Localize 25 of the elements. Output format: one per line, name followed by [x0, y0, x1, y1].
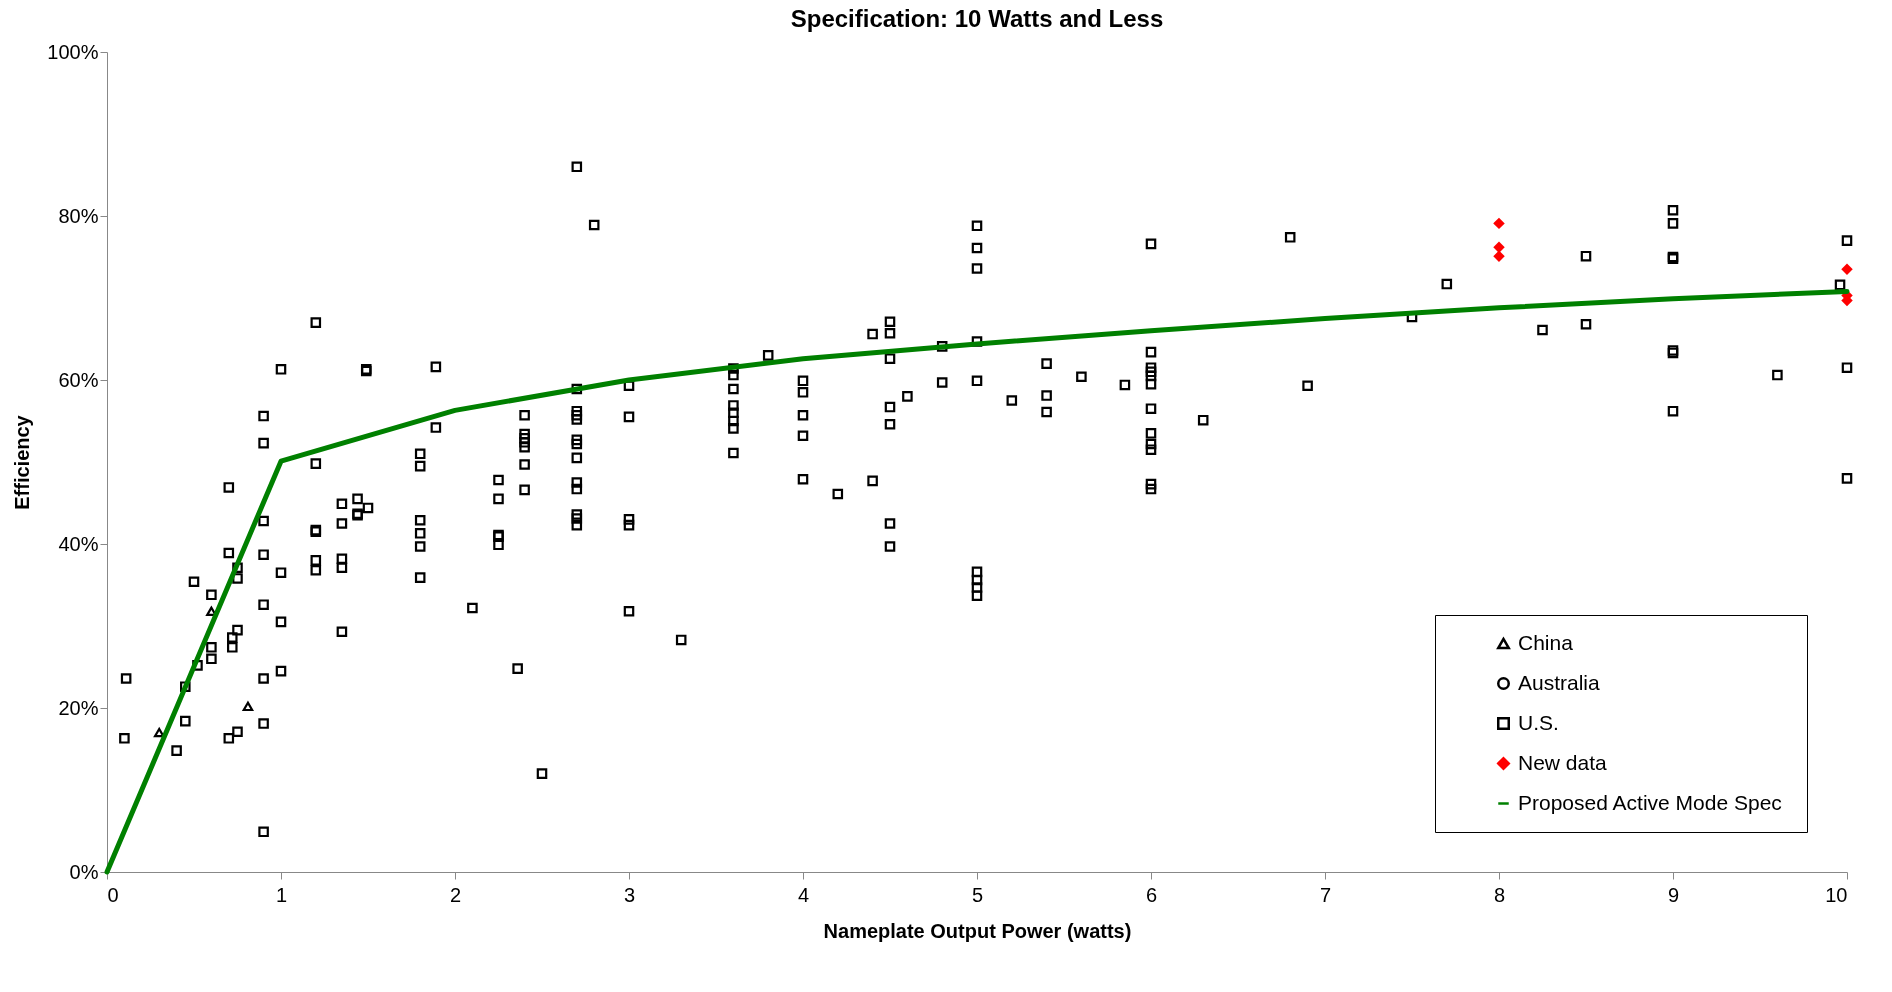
y-axis-title: Efficiency [11, 414, 34, 510]
legend-label: New data [1518, 750, 1608, 774]
x-tick-label: 5 [971, 883, 984, 906]
x-axis-title: Nameplate Output Power (watts) [823, 919, 1132, 942]
y-tick-label: 60% [58, 368, 99, 391]
legend-label: U.S. [1518, 710, 1559, 734]
x-tick-label: 6 [1145, 883, 1158, 906]
legend-label: Proposed Active Mode Spec [1518, 790, 1782, 814]
x-tick-label: 10 [1825, 883, 1848, 906]
y-tick-label: 20% [58, 696, 99, 719]
x-tick-label: 8 [1493, 883, 1506, 906]
x-tick-label: 0 [107, 883, 119, 906]
chart-title: Specification: 10 Watts and Less [790, 5, 1164, 32]
legend-label: Australia [1518, 670, 1601, 694]
x-tick-label: 2 [449, 883, 462, 906]
y-tick-label: 40% [58, 532, 99, 555]
y-tick-label: 80% [58, 204, 99, 227]
x-tick-label: 7 [1319, 883, 1332, 906]
x-tick-label: 1 [275, 883, 288, 906]
y-tick-label: 100% [47, 40, 99, 63]
x-tick-label: 4 [797, 883, 810, 906]
x-tick-label: 3 [623, 883, 636, 906]
x-tick-label: 9 [1667, 883, 1680, 906]
y-tick-label: 0% [69, 860, 99, 883]
legend-label: China [1518, 630, 1574, 654]
